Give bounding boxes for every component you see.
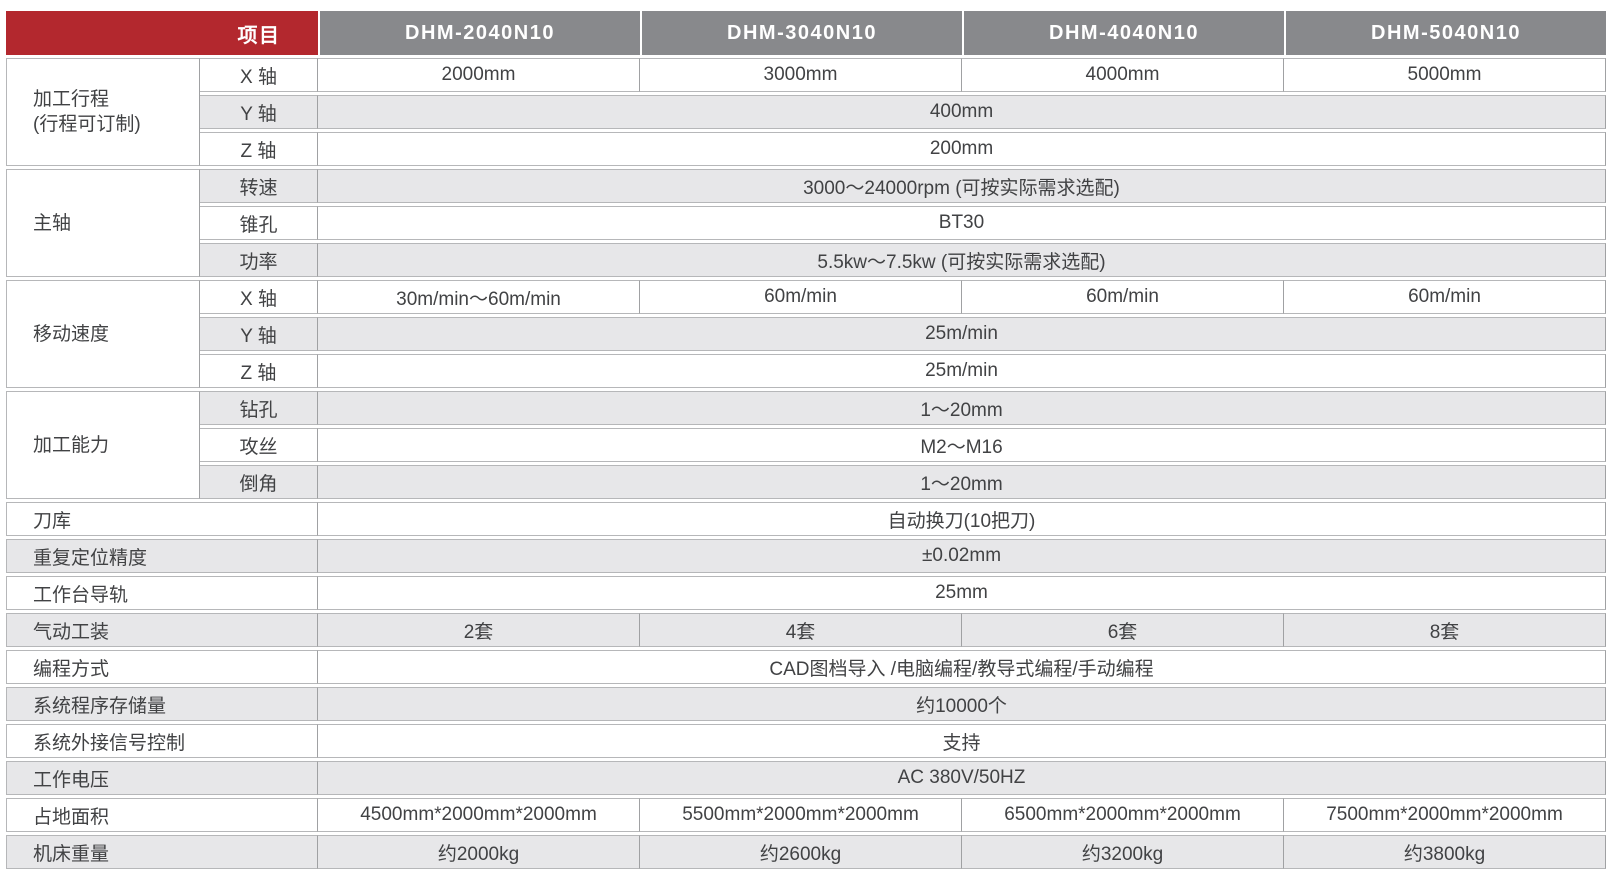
value-cell: 4500mm*2000mm*2000mm (318, 798, 640, 832)
spec-row: 系统外接信号控制 支持 (6, 724, 1606, 758)
spec-row: 加工能力 钻孔 1～20mm (6, 391, 1606, 499)
value-cell: 60m/min (962, 280, 1284, 314)
value-cell: 5500mm*2000mm*2000mm (640, 798, 962, 832)
row-label-cell: 占地面积 (6, 798, 318, 832)
value-cell: 3000mm (640, 58, 962, 92)
value-span-cell: ±0.02mm (318, 539, 1606, 573)
value-span-cell: M2～M16 (318, 428, 1606, 462)
sub-item-cell: X 轴 (200, 58, 318, 92)
category-cell: 加工能力 (6, 391, 200, 499)
row-label-cell: 系统程序存储量 (6, 687, 318, 721)
spec-row: 移动速度 X 轴 30m/min～60m/min 60m/min 60m/min 60m/… (6, 280, 1606, 388)
sub-item-cell: 钻孔 (200, 391, 318, 425)
value-span-cell: 1～20mm (318, 465, 1606, 499)
value-cell: 2套 (318, 613, 640, 647)
spec-row: Z 轴 200mm (6, 132, 1606, 166)
value-cell: 60m/min (1284, 280, 1606, 314)
header-model-cell: DHM-5040N10 (1284, 11, 1606, 55)
value-cell: 6套 (962, 613, 1284, 647)
spec-row: 锥孔 BT30 (6, 206, 1606, 240)
sub-item-cell: Z 轴 (200, 354, 318, 388)
value-cell: 约2000kg (318, 835, 640, 869)
value-cell: 2000mm (318, 58, 640, 92)
sub-item-cell: Y 轴 (200, 95, 318, 129)
row-label-cell: 机床重量 (6, 835, 318, 869)
spec-row: 编程方式 CAD图档导入 /电脑编程/教导式编程/手动编程 (6, 650, 1606, 684)
value-span-cell: 25mm (318, 576, 1606, 610)
value-span-cell: 3000～24000rpm (可按实际需求选配) (318, 169, 1606, 203)
value-cell: 约2600kg (640, 835, 962, 869)
header-corner-cell (6, 11, 200, 55)
spec-row: 倒角 1～20mm (6, 465, 1606, 499)
spec-row: Y 轴 400mm (6, 95, 1606, 129)
value-cell: 5000mm (1284, 58, 1606, 92)
value-span-cell: AC 380V/50HZ (318, 761, 1606, 795)
spec-row: 重复定位精度 ±0.02mm (6, 539, 1606, 573)
value-span-cell: 约10000个 (318, 687, 1606, 721)
sub-item-cell: Z 轴 (200, 132, 318, 166)
value-span-cell: BT30 (318, 206, 1606, 240)
value-span-cell: 200mm (318, 132, 1606, 166)
value-span-cell: 自动换刀(10把刀) (318, 502, 1606, 536)
sub-item-cell: 倒角 (200, 465, 318, 499)
spec-row: 机床重量 约2000kg 约2600kg 约3200kg 约3800kg (6, 835, 1606, 869)
value-span-cell: 5.5kw～7.5kw (可按实际需求选配) (318, 243, 1606, 277)
category-cell: 移动速度 (6, 280, 200, 388)
spec-row: 攻丝 M2～M16 (6, 428, 1606, 462)
value-cell: 7500mm*2000mm*2000mm (1284, 798, 1606, 832)
sub-item-cell: X 轴 (200, 280, 318, 314)
spec-row: 系统程序存储量 约10000个 (6, 687, 1606, 721)
value-cell: 4000mm (962, 58, 1284, 92)
value-span-cell: 1～20mm (318, 391, 1606, 425)
sub-item-cell: 锥孔 (200, 206, 318, 240)
row-label-cell: 气动工装 (6, 613, 318, 647)
value-span-cell: 支持 (318, 724, 1606, 758)
value-cell: 6500mm*2000mm*2000mm (962, 798, 1284, 832)
row-label-cell: 系统外接信号控制 (6, 724, 318, 758)
spec-row: Z 轴 25m/min (6, 354, 1606, 388)
sub-item-cell: 攻丝 (200, 428, 318, 462)
spec-row: 刀库 自动换刀(10把刀) (6, 502, 1606, 536)
value-span-cell: 25m/min (318, 317, 1606, 351)
row-label-cell: 刀库 (6, 502, 318, 536)
table-header: 项目 DHM-2040N10 DHM-3040N10 DHM-4040N10 DHM-… (6, 11, 1606, 55)
spec-row: 加工行程 (行程可订制) X 轴 2000mm 3000mm 4000mm 5000mm (6, 58, 1606, 166)
row-label-cell: 工作台导轨 (6, 576, 318, 610)
spec-row: 主轴 转速 3000～24000rpm (可按实际需求选配) (6, 169, 1606, 277)
value-cell: 8套 (1284, 613, 1606, 647)
spec-row: 工作台导轨 25mm (6, 576, 1606, 610)
category-cell: 加工行程 (行程可订制) (6, 58, 200, 166)
spec-row: Y 轴 25m/min (6, 317, 1606, 351)
value-cell: 约3200kg (962, 835, 1284, 869)
spec-row: 占地面积 4500mm*2000mm*2000mm 5500mm*2000mm*20… (6, 798, 1606, 832)
header-model-cell: DHM-3040N10 (640, 11, 962, 55)
header-row: 项目 DHM-2040N10 DHM-3040N10 DHM-4040N10 DHM-… (6, 11, 1606, 55)
value-cell: 约3800kg (1284, 835, 1606, 869)
header-model-cell: DHM-2040N10 (318, 11, 640, 55)
header-item-cell: 项目 (200, 11, 318, 55)
sub-item-cell: 转速 (200, 169, 318, 203)
value-span-cell: CAD图档导入 /电脑编程/教导式编程/手动编程 (318, 650, 1606, 684)
row-label-cell: 编程方式 (6, 650, 318, 684)
category-cell: 主轴 (6, 169, 200, 277)
row-label-cell: 重复定位精度 (6, 539, 318, 573)
value-cell: 60m/min (640, 280, 962, 314)
header-model-cell: DHM-4040N10 (962, 11, 1284, 55)
value-cell: 30m/min～60m/min (318, 280, 640, 314)
spec-row: 工作电压 AC 380V/50HZ (6, 761, 1606, 795)
row-label-cell: 工作电压 (6, 761, 318, 795)
spec-row: 气动工装 2套 4套 6套 8套 (6, 613, 1606, 647)
sub-item-cell: 功率 (200, 243, 318, 277)
machine-spec-table: 项目 DHM-2040N10 DHM-3040N10 DHM-4040N10 DHM-… (6, 8, 1606, 872)
spec-row: 功率 5.5kw～7.5kw (可按实际需求选配) (6, 243, 1606, 277)
value-cell: 4套 (640, 613, 962, 647)
sub-item-cell: Y 轴 (200, 317, 318, 351)
value-span-cell: 25m/min (318, 354, 1606, 388)
value-span-cell: 400mm (318, 95, 1606, 129)
table-body: 加工行程 (行程可订制) X 轴 2000mm 3000mm 4000mm 5000mm Y … (6, 58, 1606, 869)
